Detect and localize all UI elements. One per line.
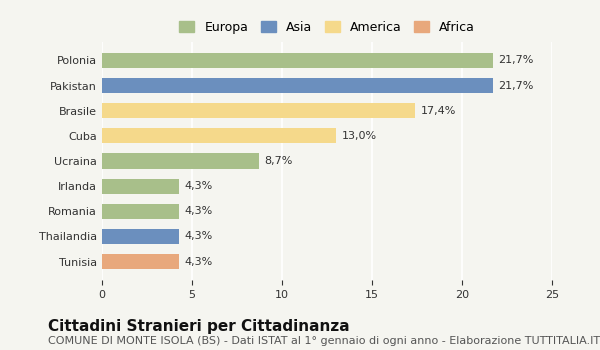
Bar xyxy=(102,153,259,169)
Text: 4,3%: 4,3% xyxy=(185,257,213,267)
Text: Cittadini Stranieri per Cittadinanza: Cittadini Stranieri per Cittadinanza xyxy=(48,318,350,334)
Text: 4,3%: 4,3% xyxy=(185,206,213,216)
Bar xyxy=(102,78,493,93)
Text: 13,0%: 13,0% xyxy=(341,131,377,141)
Legend: Europa, Asia, America, Africa: Europa, Asia, America, Africa xyxy=(176,17,478,38)
Bar xyxy=(102,254,179,269)
Bar xyxy=(102,204,179,219)
Text: 17,4%: 17,4% xyxy=(421,106,456,116)
Text: COMUNE DI MONTE ISOLA (BS) - Dati ISTAT al 1° gennaio di ogni anno - Elaborazion: COMUNE DI MONTE ISOLA (BS) - Dati ISTAT … xyxy=(48,336,600,346)
Text: 21,7%: 21,7% xyxy=(498,80,533,91)
Text: 4,3%: 4,3% xyxy=(185,181,213,191)
Bar xyxy=(102,229,179,244)
Text: 4,3%: 4,3% xyxy=(185,231,213,242)
Text: 8,7%: 8,7% xyxy=(264,156,292,166)
Bar xyxy=(102,128,336,143)
Bar xyxy=(102,103,415,118)
Bar xyxy=(102,178,179,194)
Text: 21,7%: 21,7% xyxy=(498,55,533,65)
Bar xyxy=(102,53,493,68)
